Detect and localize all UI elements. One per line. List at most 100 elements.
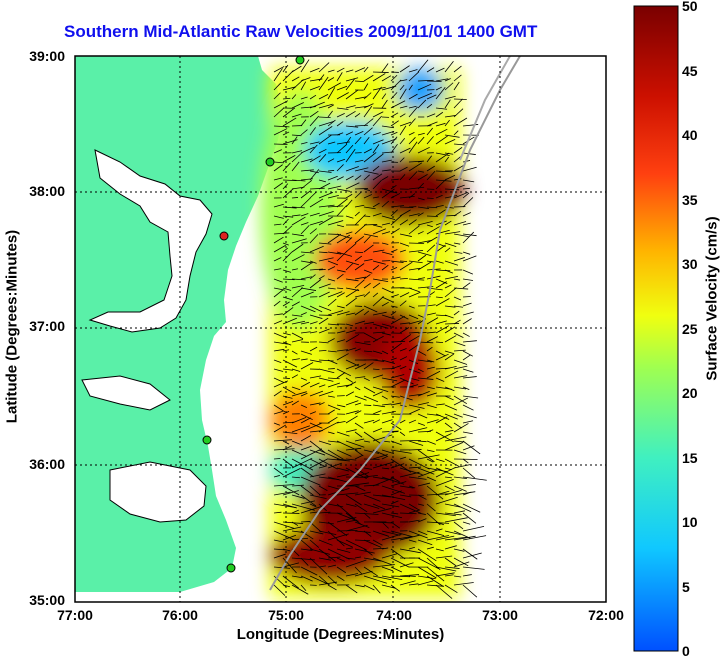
velocity-vector — [372, 196, 380, 199]
velocity-vector — [372, 410, 382, 415]
velocity-vector — [273, 548, 287, 551]
velocity-vector — [462, 350, 473, 357]
velocity-vector — [435, 296, 443, 299]
velocity-vector — [327, 110, 333, 118]
velocity-vector — [309, 305, 323, 313]
velocity-vector — [372, 212, 382, 217]
velocity-vector — [345, 182, 360, 190]
x-tick-label: 73:00 — [482, 607, 518, 623]
velocity-vector — [390, 178, 399, 181]
velocity-vector — [408, 171, 418, 181]
velocity-vector — [345, 410, 359, 415]
station-marker-alert[interactable] — [219, 231, 229, 241]
velocity-vector — [462, 413, 477, 419]
velocity-vector — [417, 494, 427, 500]
velocity-vector — [417, 449, 435, 463]
station-marker[interactable] — [265, 157, 275, 167]
velocity-vector — [390, 228, 400, 235]
velocity-vector — [408, 137, 416, 145]
velocity-vector — [291, 94, 297, 100]
velocity-vector — [372, 132, 381, 136]
velocity-vector — [453, 423, 469, 433]
velocity-vector — [444, 404, 458, 411]
velocity-vector — [453, 257, 465, 262]
velocity-vector — [399, 84, 405, 91]
velocity-vector — [300, 350, 312, 355]
velocity-vector — [462, 467, 476, 479]
velocity-vector — [453, 108, 464, 118]
velocity-vector — [282, 400, 294, 406]
station-marker[interactable] — [295, 56, 305, 65]
velocity-vector — [318, 548, 336, 562]
velocity-vector — [345, 539, 367, 551]
velocity-vector — [309, 67, 320, 73]
velocity-vector — [336, 353, 349, 361]
velocity-vector — [417, 197, 425, 201]
velocity-vector — [426, 359, 435, 363]
velocity-vector — [291, 136, 298, 145]
velocity-vector — [318, 216, 333, 226]
velocity-vector — [345, 110, 356, 118]
velocity-vector — [345, 381, 357, 388]
velocity-vector — [408, 530, 428, 539]
velocity-vector — [327, 87, 336, 100]
velocity-vector — [381, 200, 390, 208]
velocity-vector — [444, 442, 464, 451]
velocity-vector — [381, 467, 390, 470]
station-marker[interactable] — [202, 435, 212, 445]
velocity-vector — [318, 402, 325, 406]
velocity-vector — [435, 528, 443, 532]
velocity-vector — [372, 173, 383, 181]
velocity-vector — [354, 438, 365, 442]
velocity-vector — [426, 136, 434, 145]
velocity-vector — [417, 422, 425, 426]
velocity-vector — [282, 117, 297, 127]
velocity-vector — [453, 476, 468, 479]
velocity-vector — [273, 332, 287, 339]
velocity-vector — [318, 76, 329, 91]
velocity-vector — [453, 413, 463, 418]
velocity-vector — [300, 566, 318, 576]
velocity-vector — [444, 152, 454, 155]
velocity-vector — [327, 291, 343, 298]
velocity-vector — [336, 72, 343, 82]
velocity-vector — [273, 107, 285, 118]
velocity-vector — [345, 193, 353, 199]
velocity-vector — [435, 403, 445, 406]
velocity-vector — [426, 404, 437, 409]
station-marker[interactable] — [226, 563, 236, 573]
velocity-vector — [426, 197, 434, 200]
velocity-vector — [363, 377, 370, 382]
velocity-vector — [381, 350, 389, 355]
velocity-vector — [399, 242, 410, 247]
velocity-vector — [318, 291, 330, 298]
velocity-vector — [300, 445, 312, 451]
velocity-vector — [444, 530, 461, 536]
velocity-vector — [336, 85, 348, 91]
velocity-vector — [399, 277, 408, 280]
velocity-vector — [291, 575, 303, 579]
velocity-vector — [345, 260, 360, 266]
velocity-vector — [309, 402, 321, 406]
velocity-vector — [444, 584, 458, 594]
velocity-vector — [408, 118, 416, 127]
velocity-vector — [345, 440, 365, 448]
velocity-vector — [372, 461, 393, 469]
velocity-vector — [462, 269, 474, 275]
velocity-vector — [426, 546, 434, 550]
velocity-vector — [444, 485, 455, 492]
velocity-vector — [453, 233, 469, 238]
velocity-vector — [309, 220, 323, 226]
velocity-vector — [282, 332, 291, 336]
velocity-vector — [453, 147, 463, 154]
velocity-vector — [435, 86, 446, 100]
velocity-vector — [408, 519, 420, 523]
velocity-vector — [309, 411, 317, 415]
velocity-vector — [291, 76, 300, 82]
velocity-vector — [372, 144, 380, 154]
velocity-vector — [453, 485, 467, 492]
velocity-vector — [399, 219, 409, 226]
velocity-vector — [300, 291, 314, 298]
velocity-vector — [282, 155, 296, 163]
velocity-vector — [336, 176, 344, 181]
